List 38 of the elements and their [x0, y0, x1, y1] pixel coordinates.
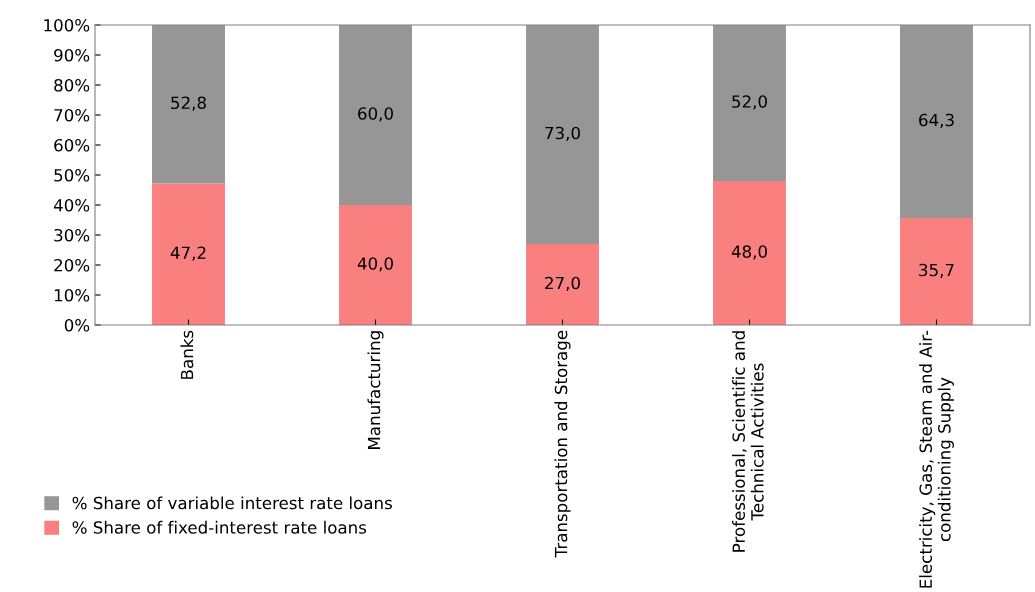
data-label: 64,3 — [919, 113, 954, 128]
data-label: 35,7 — [919, 263, 954, 278]
bar — [339, 25, 412, 205]
legend-label: % Share of variable interest rate loans — [72, 496, 392, 510]
data-label: 27,0 — [545, 276, 580, 292]
y-tick-label: 70% — [54, 108, 90, 122]
y-tick-label: 40% — [53, 198, 90, 212]
data-label: 52,0 — [732, 95, 767, 110]
y-tick-label: 100% — [44, 18, 90, 32]
y-tick-label: 10% — [54, 288, 90, 302]
bar — [526, 25, 599, 244]
bar — [900, 25, 973, 218]
bar — [900, 217, 973, 325]
y-tick-label: 0% — [64, 318, 90, 332]
y-tick-label: 60% — [54, 138, 90, 152]
x-tick-label: Professional, Scientific and Technical Activities — [732, 331, 764, 552]
y-tick-label: 50% — [54, 168, 90, 182]
x-tick-label: Manufacturing — [367, 331, 384, 449]
data-label: 60,0 — [358, 107, 393, 122]
x-tick-label: Transportation and Storage — [554, 330, 571, 558]
data-label: 73,0 — [545, 126, 580, 142]
bar — [526, 244, 599, 325]
y-tick-label: 80% — [54, 78, 90, 92]
bar — [339, 205, 412, 325]
x-tick-label: Banks — [180, 330, 194, 379]
legend-label: % Share of fixed-interest rate loans — [72, 520, 367, 534]
data-label: 48,0 — [731, 245, 767, 260]
bar — [713, 181, 786, 325]
data-label: 47,2 — [170, 246, 206, 261]
bar — [152, 183, 225, 325]
bar — [713, 25, 786, 181]
y-tick-label: 90% — [54, 48, 90, 62]
data-label: 40,0 — [357, 257, 393, 272]
bar — [152, 25, 225, 184]
data-label: 52,8 — [171, 96, 206, 111]
x-tick-label: Electricity, Gas, Steam and Air- conditioning Supply — [919, 330, 954, 588]
y-tick-label: 30% — [54, 228, 90, 242]
y-tick-label: 20% — [54, 258, 90, 272]
